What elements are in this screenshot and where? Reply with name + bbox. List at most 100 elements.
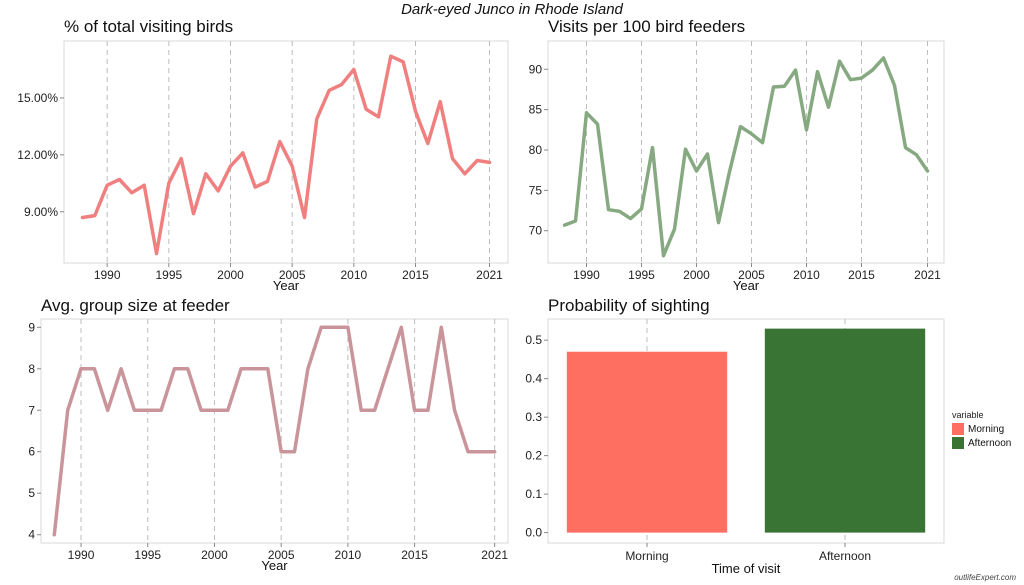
data-point-2006 — [303, 216, 306, 219]
y-tick-label-2: 0.2 — [525, 449, 542, 463]
data-point-1997 — [662, 254, 665, 257]
data-point-1991 — [596, 122, 599, 126]
data-point-1989 — [574, 219, 577, 223]
chart-main-title: Dark-eyed Junco in Rhode Island — [401, 1, 623, 18]
data-point-1995 — [146, 409, 149, 412]
data-point-2003 — [728, 170, 731, 173]
data-point-2012 — [377, 115, 380, 119]
plot-frame-bar — [547, 318, 945, 544]
y-tick-label-2: 80 — [529, 143, 543, 157]
data-point-2011 — [364, 108, 368, 111]
x-tick-label-2015: 2015 — [401, 548, 428, 562]
legend-swatch-morning — [952, 423, 964, 435]
x-tick-label-2021: 2021 — [481, 548, 508, 562]
data-point-1988 — [563, 223, 566, 227]
data-point-2021 — [488, 161, 491, 164]
data-point-2008 — [320, 326, 323, 329]
data-point-1993 — [618, 210, 621, 213]
data-point-2021 — [493, 450, 496, 453]
data-point-2009 — [340, 83, 343, 86]
panel-title-visits: Visits per 100 bird feeders — [548, 17, 746, 36]
data-point-2015 — [414, 110, 417, 113]
data-point-1993 — [142, 184, 146, 187]
x-tick-label-1990: 1990 — [573, 268, 600, 282]
data-point-2016 — [871, 68, 874, 72]
legend-swatch-afternoon — [952, 437, 964, 449]
data-point-1998 — [673, 227, 676, 231]
data-point-2017 — [438, 100, 442, 103]
data-point-2010 — [352, 68, 356, 71]
data-point-2009 — [794, 68, 797, 72]
data-point-2004 — [266, 367, 270, 370]
series-line-percent — [80, 54, 492, 256]
data-point-2008 — [327, 89, 331, 92]
y-tick-label-1: 12.00% — [17, 148, 58, 162]
legend-title: variable — [952, 410, 984, 420]
data-point-2005 — [279, 450, 283, 453]
data-point-2007 — [315, 117, 319, 120]
data-point-1994 — [133, 409, 136, 412]
data-point-1988 — [53, 533, 56, 536]
data-point-2010 — [346, 326, 350, 329]
data-point-2006 — [293, 450, 296, 453]
legend-item-afternoon: Afternoon — [952, 436, 1011, 450]
data-point-1988 — [81, 216, 84, 219]
panel-title-percent: % of total visiting birds — [64, 17, 234, 36]
y-tick-label-5: 0.5 — [525, 333, 542, 347]
data-point-2018 — [453, 409, 456, 412]
data-point-2007 — [306, 367, 310, 370]
data-point-2016 — [426, 409, 430, 412]
x-tick-label-1995: 1995 — [155, 268, 182, 282]
data-point-2013 — [389, 54, 393, 58]
y-tick-label-4: 90 — [529, 62, 543, 76]
x-tick-label-2000: 2000 — [683, 268, 710, 282]
x-tick-label-2000: 2000 — [201, 548, 228, 562]
data-point-2014 — [849, 78, 852, 81]
data-point-2002 — [717, 221, 720, 224]
y-tick-label-5: 9 — [28, 320, 35, 334]
data-point-1996 — [179, 157, 183, 160]
x-tick-label-2015: 2015 — [848, 268, 875, 282]
data-point-2020 — [475, 159, 479, 162]
data-point-1992 — [607, 208, 610, 211]
data-point-2015 — [413, 409, 416, 412]
y-tick-label-3: 85 — [529, 103, 543, 117]
y-tick-label-3: 7 — [28, 403, 35, 417]
data-point-2020 — [480, 450, 483, 453]
data-point-2014 — [400, 326, 403, 329]
data-point-1989 — [66, 409, 69, 412]
x-axis-title-group-size: Year — [261, 558, 288, 573]
y-tick-label-4: 0.4 — [525, 372, 542, 386]
x-axis-title-visits: Year — [733, 278, 760, 293]
data-point-1997 — [173, 367, 176, 370]
panel-title-probability: Probability of sighting — [548, 296, 710, 315]
data-point-1999 — [684, 147, 687, 151]
plot-frame-percent — [63, 40, 509, 264]
data-point-2006 — [761, 141, 764, 144]
data-point-2003 — [266, 180, 269, 183]
series-line-visits — [562, 56, 930, 258]
watermark: outlifeExpert.com — [954, 573, 1016, 582]
x-tick-label-1990: 1990 — [94, 268, 121, 282]
data-point-1995 — [167, 182, 171, 185]
data-point-2021 — [926, 169, 929, 173]
data-point-2000 — [695, 169, 698, 173]
data-point-2004 — [278, 140, 282, 143]
data-point-2001 — [706, 152, 709, 156]
data-point-2000 — [213, 409, 216, 412]
data-point-1993 — [119, 367, 123, 370]
data-point-1999 — [216, 189, 220, 193]
data-point-2001 — [241, 151, 245, 155]
y-tick-label-0: 4 — [28, 528, 35, 542]
data-point-2017 — [440, 326, 443, 329]
data-point-2014 — [401, 60, 405, 64]
data-point-1990 — [105, 184, 109, 187]
data-point-2012 — [827, 105, 830, 109]
y-tick-label-1: 75 — [529, 183, 543, 197]
legend-item-morning: Morning — [952, 422, 1011, 436]
bar-afternoon — [764, 328, 926, 533]
data-point-2011 — [816, 70, 819, 73]
x-tick-label-2010: 2010 — [793, 268, 820, 282]
